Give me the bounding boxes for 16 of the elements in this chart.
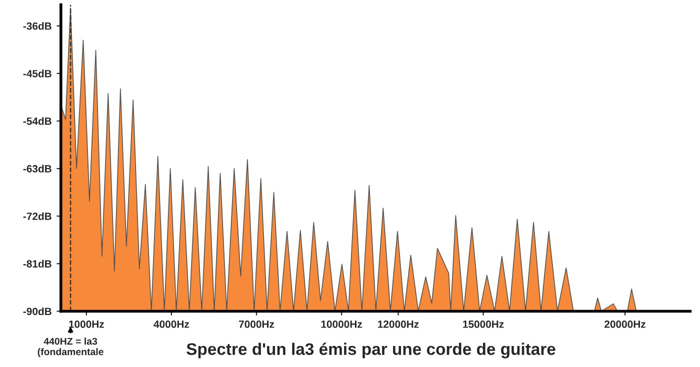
x-tick-label: 15000Hz (463, 320, 504, 328)
x-tick-label: 7000Hz (238, 320, 274, 328)
x-tick-label: 12000Hz (378, 320, 419, 328)
y-tick-label: -36dB (23, 22, 52, 30)
y-tick-label: -63dB (23, 164, 52, 172)
x-tick-label: 4000Hz (154, 320, 190, 328)
x-tick-label: 10000Hz (321, 320, 362, 328)
y-tick-label: -90dB (23, 307, 52, 316)
text: Spectre d'un la3 émis par une corde de guitare (186, 342, 556, 358)
x-tick-label: 1000Hz (69, 320, 104, 328)
y-tick-label: -54dB (23, 117, 52, 125)
y-tick-label: -45dB (23, 70, 52, 78)
y-tick-label: -72dB (23, 212, 52, 220)
y-tick-label: -81dB (23, 260, 52, 268)
x-tick-label: 20000Hz (604, 320, 646, 328)
ref-line-label: 440HZ = la3 (fondamentale (38, 338, 104, 358)
